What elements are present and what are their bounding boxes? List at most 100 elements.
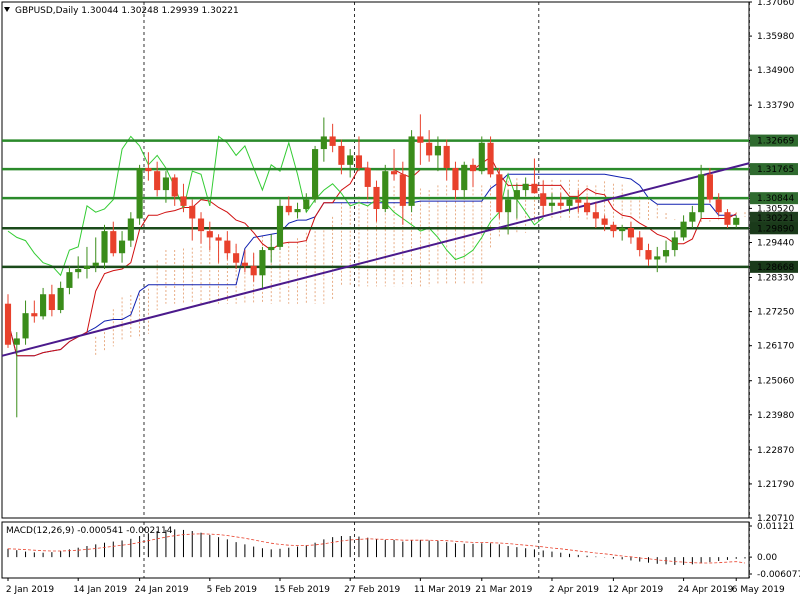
candle-body	[610, 224, 617, 232]
price-tick-label: 1.20710	[757, 514, 794, 524]
candle-body	[285, 205, 292, 213]
macd-signal-line	[7, 533, 746, 564]
collapse-triangle-icon	[4, 7, 10, 12]
candle-body	[627, 227, 635, 238]
price-tick-label: 1.35980	[757, 32, 794, 42]
price-level-label-bg	[750, 260, 798, 273]
price-tick-label: 1.23980	[757, 411, 794, 421]
candle-body	[13, 338, 20, 345]
candle-body	[654, 256, 661, 260]
candle-body	[531, 183, 538, 194]
candle-body	[31, 313, 38, 317]
candle-body	[724, 212, 731, 225]
candle-body	[390, 171, 398, 175]
candle-body	[557, 202, 564, 206]
candle-body	[443, 145, 450, 169]
candle-body	[355, 155, 363, 169]
candle-body	[83, 265, 91, 269]
kijun-sen-line	[7, 173, 737, 357]
date-tick-label: 2 Jan 2019	[6, 585, 54, 595]
date-tick-label: 2 Apr 2019	[549, 585, 599, 595]
macd-plot-frame	[1, 521, 750, 579]
price-tick-label: 1.29440	[757, 238, 794, 248]
candle-body	[329, 136, 336, 146]
candle-body	[469, 164, 477, 172]
price-level-label: 1.29890	[757, 224, 794, 234]
candle-body	[294, 209, 301, 213]
price-level-label: 1.28668	[757, 263, 794, 273]
candle-body	[189, 205, 196, 219]
date-tick-label: 27 Feb 2019	[344, 585, 400, 595]
price-tick-label: 1.28330	[757, 274, 794, 284]
candle-body	[320, 136, 327, 150]
candle-body	[303, 199, 310, 210]
price-level-label: 1.31765	[757, 165, 794, 175]
candle-body	[233, 253, 240, 263]
macd-tick-label: -0.006077	[757, 570, 800, 580]
candle-body	[206, 231, 213, 238]
candle-body	[4, 303, 12, 345]
candle-body	[101, 231, 108, 263]
price-tick-label: 1.22870	[757, 446, 794, 456]
price-level-label: 1.30844	[757, 194, 794, 204]
candle-body	[645, 250, 652, 260]
candle-body	[373, 186, 380, 210]
candle-body	[312, 149, 319, 200]
price-level-label: 1.32669	[757, 137, 794, 147]
price-tick-label: 1.27250	[757, 308, 794, 318]
price-tick-label: 1.37060	[757, 0, 794, 8]
candle-body	[162, 177, 169, 191]
candle-body	[566, 199, 573, 206]
date-tick-label: 5 Feb 2019	[207, 585, 258, 595]
candle-body	[601, 218, 608, 225]
candle-body	[75, 268, 82, 273]
price-tick-label: 1.34900	[757, 66, 794, 76]
candle-body	[636, 237, 643, 251]
candle-body	[680, 221, 687, 238]
candle-body	[57, 287, 64, 311]
candle-body	[364, 168, 371, 187]
candle-body	[461, 164, 468, 191]
candle-body	[22, 313, 29, 339]
candle-body	[268, 246, 275, 251]
price-tick-label: 1.30520	[757, 204, 794, 214]
candles	[4, 114, 740, 418]
price-tick-label: 1.25060	[757, 377, 794, 387]
candle-body	[276, 205, 284, 247]
candle-body	[338, 145, 345, 165]
candle-body	[584, 202, 591, 213]
candle-body	[417, 136, 424, 143]
date-tick-label: 24 Jan 2019	[135, 585, 189, 595]
price-level-label-bg	[750, 192, 798, 205]
chart-header-text: GBPUSD,Daily 1.30044 1.30248 1.29939 1.3…	[15, 6, 239, 16]
ichimoku-cloud	[95, 172, 746, 356]
date-tick-label: 24 Apr 2019	[678, 585, 734, 595]
date-tick-label: 15 Feb 2019	[274, 585, 330, 595]
candle-body	[110, 231, 117, 254]
candle-body	[706, 174, 713, 200]
candle-body	[250, 265, 257, 276]
candle-body	[66, 272, 73, 288]
price-level-label-bg	[750, 222, 798, 235]
price-level-label-bg	[750, 211, 798, 224]
candle-body	[347, 155, 354, 165]
date-tick-label: 21 Mar 2019	[475, 585, 532, 595]
candle-body	[522, 183, 529, 191]
price-level-label-bg	[750, 134, 798, 147]
price-tick-label: 1.21790	[757, 480, 794, 490]
date-tick-label: 14 Jan 2019	[73, 585, 127, 595]
price-level-label-bg	[750, 163, 798, 176]
candle-body	[408, 136, 415, 206]
macd-histogram	[7, 529, 746, 565]
candle-body	[92, 262, 99, 266]
candle-body	[215, 237, 222, 241]
candle-body	[197, 218, 205, 232]
macd-tick-label: 0.01121	[757, 522, 794, 532]
candle-body	[426, 142, 433, 156]
date-tick-label: 11 Mar 2019	[414, 585, 471, 595]
candle-body	[145, 168, 152, 172]
candle-body	[154, 171, 161, 191]
candle-body	[382, 171, 389, 210]
candle-body	[478, 142, 485, 172]
